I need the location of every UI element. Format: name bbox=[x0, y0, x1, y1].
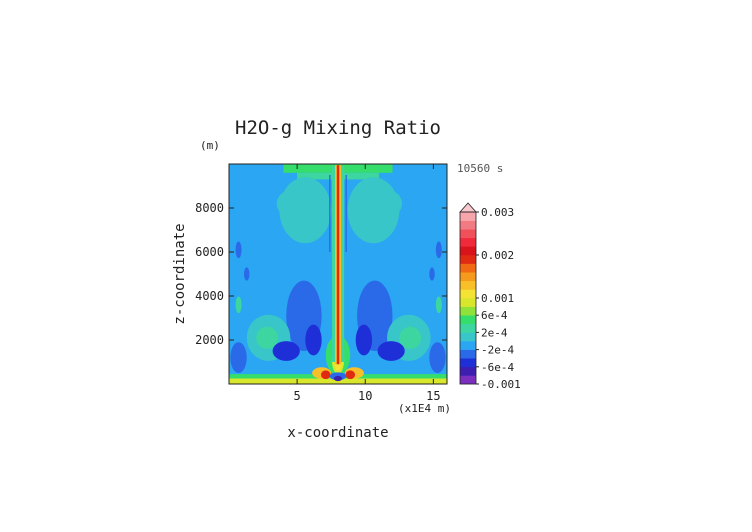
colorbar-segment bbox=[460, 366, 476, 376]
colorbar-tick-label: 0.002 bbox=[481, 249, 514, 262]
plot-frame bbox=[228, 163, 448, 385]
colorbar-segment bbox=[460, 263, 476, 273]
chart-title: H2O-g Mixing Ratio bbox=[235, 117, 441, 139]
contour-blob-18 bbox=[230, 342, 247, 373]
colorbar-segment bbox=[460, 349, 476, 359]
colorbar: -0.001 -6e-4 -2e-4 2e-4 6e-4 0.001 0.002 0.003 bbox=[459, 202, 521, 391]
colorbar-segment bbox=[460, 212, 476, 221]
colorbar-segment bbox=[460, 280, 476, 290]
contour-band-0 bbox=[229, 378, 447, 384]
colorbar-tick-label: 0.001 bbox=[481, 292, 514, 305]
colorbar-segment bbox=[460, 358, 476, 368]
contour-blob-14 bbox=[272, 341, 300, 361]
y-tick-label: 4000 bbox=[195, 289, 224, 303]
colorbar-segment bbox=[460, 220, 476, 230]
contour-column-37 bbox=[336, 165, 340, 365]
colorbar-tick-label: -6e-4 bbox=[481, 361, 514, 374]
contour-blob-31 bbox=[320, 370, 331, 380]
contour-blob-34 bbox=[333, 375, 343, 382]
contour-blob-6 bbox=[276, 190, 304, 217]
contour-blob-7 bbox=[374, 190, 403, 217]
x-tick-label: 10 bbox=[358, 389, 372, 403]
colorbar-segment bbox=[460, 332, 476, 342]
x-tick-label: 15 bbox=[426, 389, 440, 403]
contour-blob-13 bbox=[399, 326, 422, 349]
x-axis-label: x-coordinate bbox=[287, 425, 388, 441]
colorbar-segment bbox=[460, 323, 476, 333]
colorbar-segment bbox=[460, 289, 476, 299]
colorbar-tick-label: 2e-4 bbox=[481, 326, 508, 339]
colorbar-tick-label: 0.003 bbox=[481, 206, 514, 219]
x-unit-label: (x1E4 m) bbox=[398, 402, 451, 415]
contour-blob-23 bbox=[435, 296, 442, 314]
y-unit-label: (m) bbox=[200, 139, 220, 152]
colorbar-tick-label: 6e-4 bbox=[481, 309, 508, 322]
contour-blob-22 bbox=[235, 296, 242, 314]
colorbar-segment bbox=[460, 375, 476, 385]
contour-column-38 bbox=[329, 175, 331, 252]
x-tick-label: 5 bbox=[294, 389, 301, 403]
contour-blob-20 bbox=[235, 241, 242, 259]
contour-blob-24 bbox=[243, 267, 250, 281]
colorbar-segment bbox=[460, 272, 476, 282]
y-tick-label: 8000 bbox=[195, 201, 224, 215]
plot-area: 5 10 15 2000 4000 6000 8000 bbox=[195, 163, 448, 403]
colorbar-segment bbox=[460, 237, 476, 247]
colorbar-segment bbox=[460, 229, 476, 239]
colorbar-segment bbox=[460, 306, 476, 316]
contour-field bbox=[229, 164, 447, 384]
colorbar-segment bbox=[460, 315, 476, 325]
colorbar-segment bbox=[460, 298, 476, 307]
y-axis-label: z-coordinate bbox=[172, 223, 188, 324]
contour-blob-25 bbox=[429, 267, 435, 281]
contour-blob-32 bbox=[345, 370, 356, 380]
colorbar-extend-triangle bbox=[459, 202, 477, 213]
contour-column-39 bbox=[345, 175, 347, 252]
y-tick-label: 2000 bbox=[195, 333, 224, 347]
contour-blob-15 bbox=[377, 341, 405, 361]
colorbar-segment bbox=[460, 255, 476, 264]
y-tick-label: 6000 bbox=[195, 245, 224, 259]
contour-blob-12 bbox=[256, 326, 279, 349]
contour-blob-17 bbox=[355, 324, 373, 356]
time-label: 10560 s bbox=[457, 162, 503, 175]
contour-blob-16 bbox=[305, 324, 322, 356]
colorbar-tick-label: -0.001 bbox=[481, 378, 521, 391]
contour-blob-19 bbox=[429, 342, 446, 373]
colorbar-segment bbox=[460, 246, 476, 256]
contour-blob-21 bbox=[435, 241, 442, 259]
colorbar-segment bbox=[460, 341, 476, 350]
axes: 5 10 15 2000 4000 6000 8000 bbox=[195, 164, 447, 403]
colorbar-tick-label: -2e-4 bbox=[481, 344, 514, 357]
